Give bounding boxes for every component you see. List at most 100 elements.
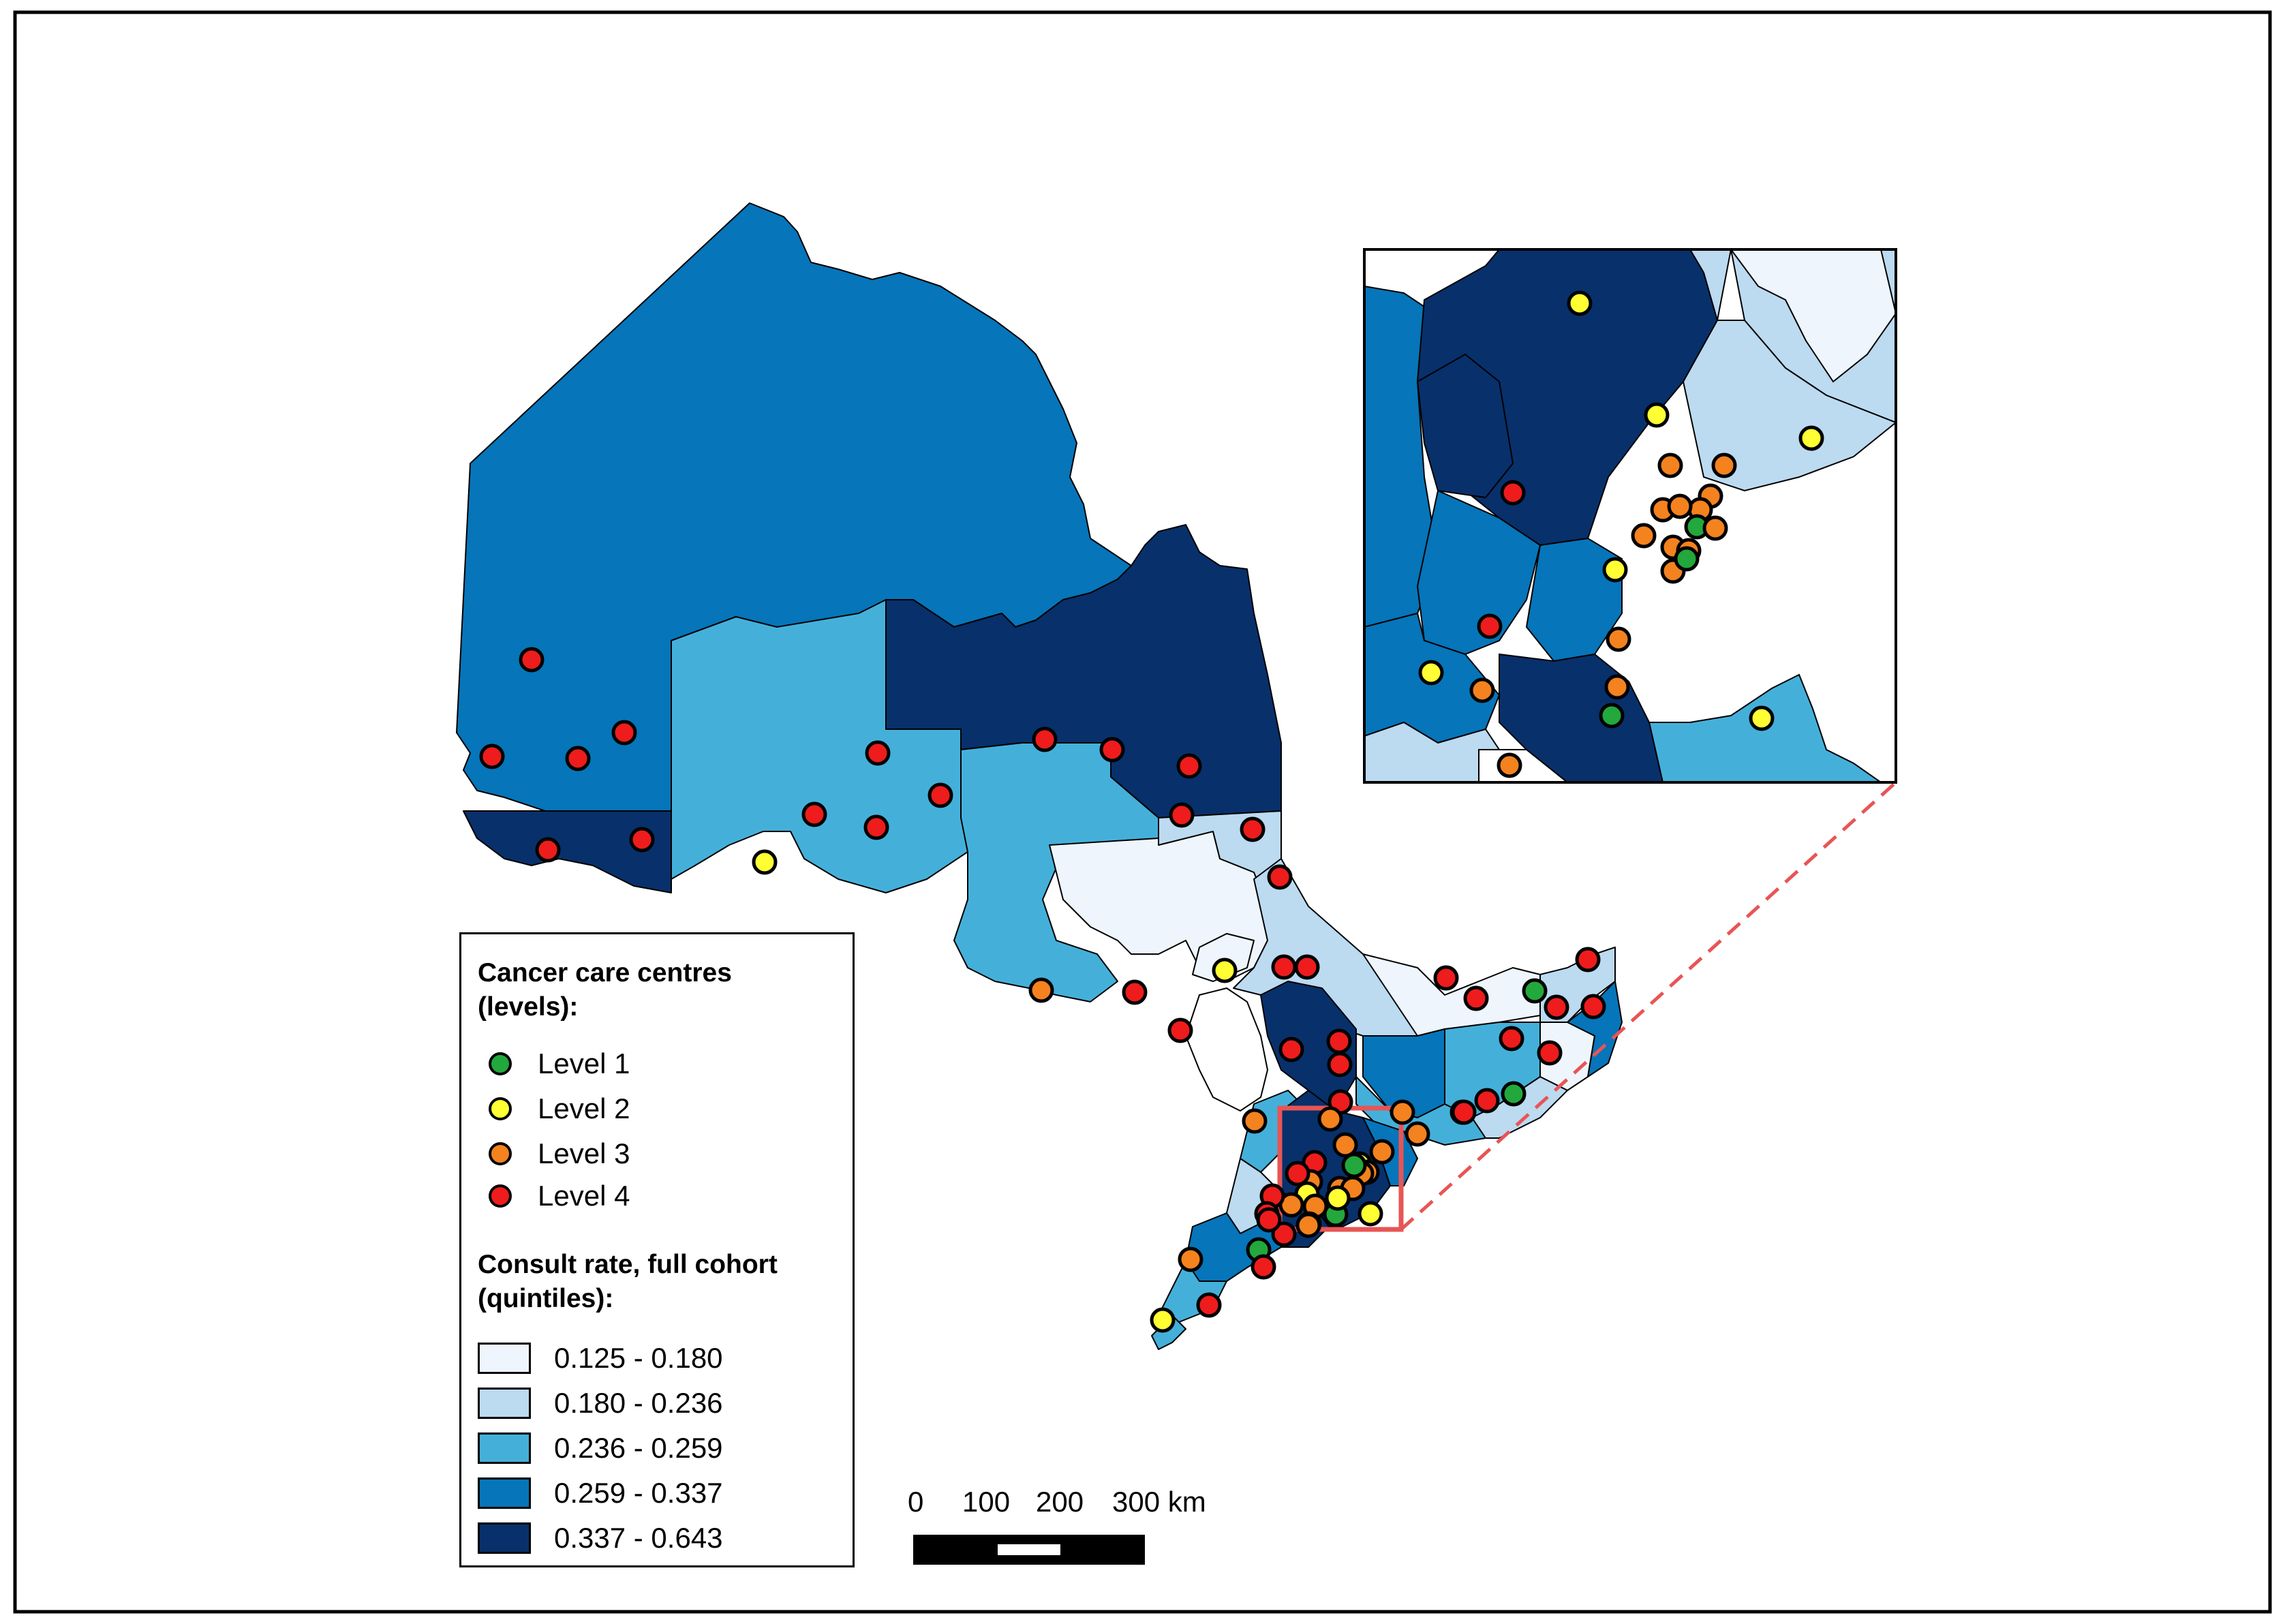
legend-level-1: Level 1: [478, 1043, 630, 1084]
care-centre-marker: [1285, 1161, 1310, 1186]
care-centre-marker: [1176, 753, 1202, 779]
care-centre-marker: [863, 814, 889, 840]
great-lakes: [1184, 987, 1269, 1112]
level-4-marker-icon: [489, 1184, 512, 1208]
care-centre-marker: [1537, 1040, 1563, 1066]
care-centre-marker: [1317, 1106, 1343, 1132]
figure-border: [13, 10, 2272, 1614]
legend-quintile-3-label: 0.236 - 0.259: [554, 1432, 723, 1464]
care-centre-marker: [1122, 979, 1148, 1005]
legend-level-1-label: Level 1: [538, 1047, 630, 1079]
care-centre-marker: [1267, 864, 1293, 890]
scale-bar-segment: [998, 1544, 1060, 1555]
legend: Cancer care centres (levels): Level 1 Le…: [459, 932, 855, 1567]
inset-care-centre-marker: [1657, 453, 1683, 478]
quintile-5-swatch: [478, 1522, 531, 1554]
level-2-marker-icon: [489, 1097, 512, 1120]
inset-region-d: [1730, 249, 1896, 383]
care-centre-marker: [1332, 1132, 1358, 1158]
legend-quintile-5-label: 0.337 - 0.643: [554, 1522, 723, 1554]
region-inner-white: [1192, 933, 1255, 982]
quintile-2-swatch: [478, 1388, 531, 1419]
care-centre-marker: [1242, 1108, 1268, 1134]
care-centre-marker: [1099, 737, 1125, 763]
inset-care-centre-marker: [1674, 546, 1700, 572]
legend-level-3-label: Level 3: [538, 1137, 630, 1169]
care-centre-marker: [1358, 1201, 1383, 1227]
care-centre-marker: [1405, 1121, 1430, 1147]
inset-care-centre-marker: [1667, 493, 1693, 519]
inset-region-f: [1416, 353, 1514, 499]
care-centre-marker: [927, 782, 953, 808]
legend-quintile-2: 0.180 - 0.236: [478, 1383, 723, 1424]
care-centre-marker: [1575, 947, 1601, 972]
legend-centres-title-2: (levels):: [478, 992, 579, 1022]
region-sw-tip: [1151, 1315, 1186, 1350]
care-centre-marker: [1150, 1307, 1176, 1333]
inset-panel: [1363, 248, 1897, 784]
inset-care-centre-marker: [1711, 453, 1737, 478]
care-centre-marker: [1544, 994, 1569, 1020]
region-central: [953, 742, 1159, 1002]
care-centre-marker: [1433, 965, 1459, 991]
legend-centres-title-1: Cancer care centres: [478, 958, 732, 987]
care-centre-marker: [1369, 1139, 1395, 1165]
care-centre-marker: [1178, 1246, 1203, 1272]
legend-level-3: Level 3: [478, 1133, 630, 1174]
inset-care-centre-marker: [1702, 515, 1728, 541]
care-centre-marker: [1028, 977, 1054, 1003]
care-centre-marker: [629, 827, 655, 853]
care-centre-marker: [1167, 1017, 1193, 1043]
care-centre-marker: [1499, 1026, 1524, 1052]
care-centre-marker: [801, 801, 827, 827]
legend-rate-title-1: Consult rate, full cohort: [478, 1250, 778, 1279]
legend-quintile-4-label: 0.259 - 0.337: [554, 1477, 723, 1509]
care-centre-marker: [752, 849, 778, 875]
care-centre-marker: [1294, 954, 1320, 980]
care-centre-marker: [1501, 1081, 1527, 1107]
inset-care-centre-marker: [1602, 557, 1628, 583]
care-centre-marker: [1196, 1292, 1222, 1318]
inset-care-centre-marker: [1599, 703, 1625, 729]
scale-tick-0: 0: [908, 1486, 924, 1518]
scale-bar: 0 100 200 300 km: [908, 1486, 1206, 1567]
scale-tick-200: 200: [1036, 1486, 1084, 1518]
legend-quintile-2-label: 0.180 - 0.236: [554, 1387, 723, 1419]
legend-quintile-1-label: 0.125 - 0.180: [554, 1342, 723, 1374]
inset-care-centre-marker: [1477, 613, 1503, 639]
legend-quintile-4: 0.259 - 0.337: [478, 1473, 723, 1514]
care-centre-marker: [1251, 1254, 1276, 1280]
quintile-4-swatch: [478, 1477, 531, 1509]
scale-tick-300: 300 km: [1112, 1486, 1206, 1518]
care-centre-marker: [1271, 954, 1297, 980]
care-centre-marker: [535, 837, 561, 863]
care-centre-marker: [865, 740, 891, 766]
care-centre-marker: [1474, 1088, 1500, 1114]
inset-care-centre-marker: [1418, 660, 1444, 686]
legend-rate-title-2: (quintiles):: [478, 1284, 614, 1313]
inset-care-centre-marker: [1604, 674, 1630, 700]
legend-quintile-5: 0.337 - 0.643: [478, 1518, 723, 1559]
care-centre-marker: [1240, 816, 1266, 842]
georgian-bay: [1184, 987, 1269, 1112]
inset-leader-line: [1400, 781, 1897, 1231]
care-centre-marker: [479, 744, 505, 769]
care-centre-marker: [1341, 1152, 1367, 1178]
care-centre-markers: [479, 290, 1824, 1333]
inset-care-centre-marker: [1749, 705, 1775, 731]
legend-level-4-label: Level 4: [538, 1180, 630, 1212]
inset-care-centre-marker: [1497, 752, 1522, 778]
inset-care-centre-marker: [1798, 425, 1824, 451]
inset-region-g: [1416, 489, 1542, 656]
care-centre-marker: [1580, 994, 1606, 1020]
inset-region-e: [1682, 320, 1896, 492]
inset-care-centre-marker: [1644, 402, 1670, 428]
legend-level-2: Level 2: [478, 1088, 630, 1129]
legend-quintile-3: 0.236 - 0.259: [478, 1428, 723, 1469]
level-3-marker-icon: [489, 1142, 512, 1165]
scale-tick-100: 100: [962, 1486, 1011, 1518]
care-centre-marker: [1463, 985, 1489, 1011]
care-centre-marker: [1169, 802, 1195, 828]
care-centre-marker: [1295, 1212, 1321, 1238]
